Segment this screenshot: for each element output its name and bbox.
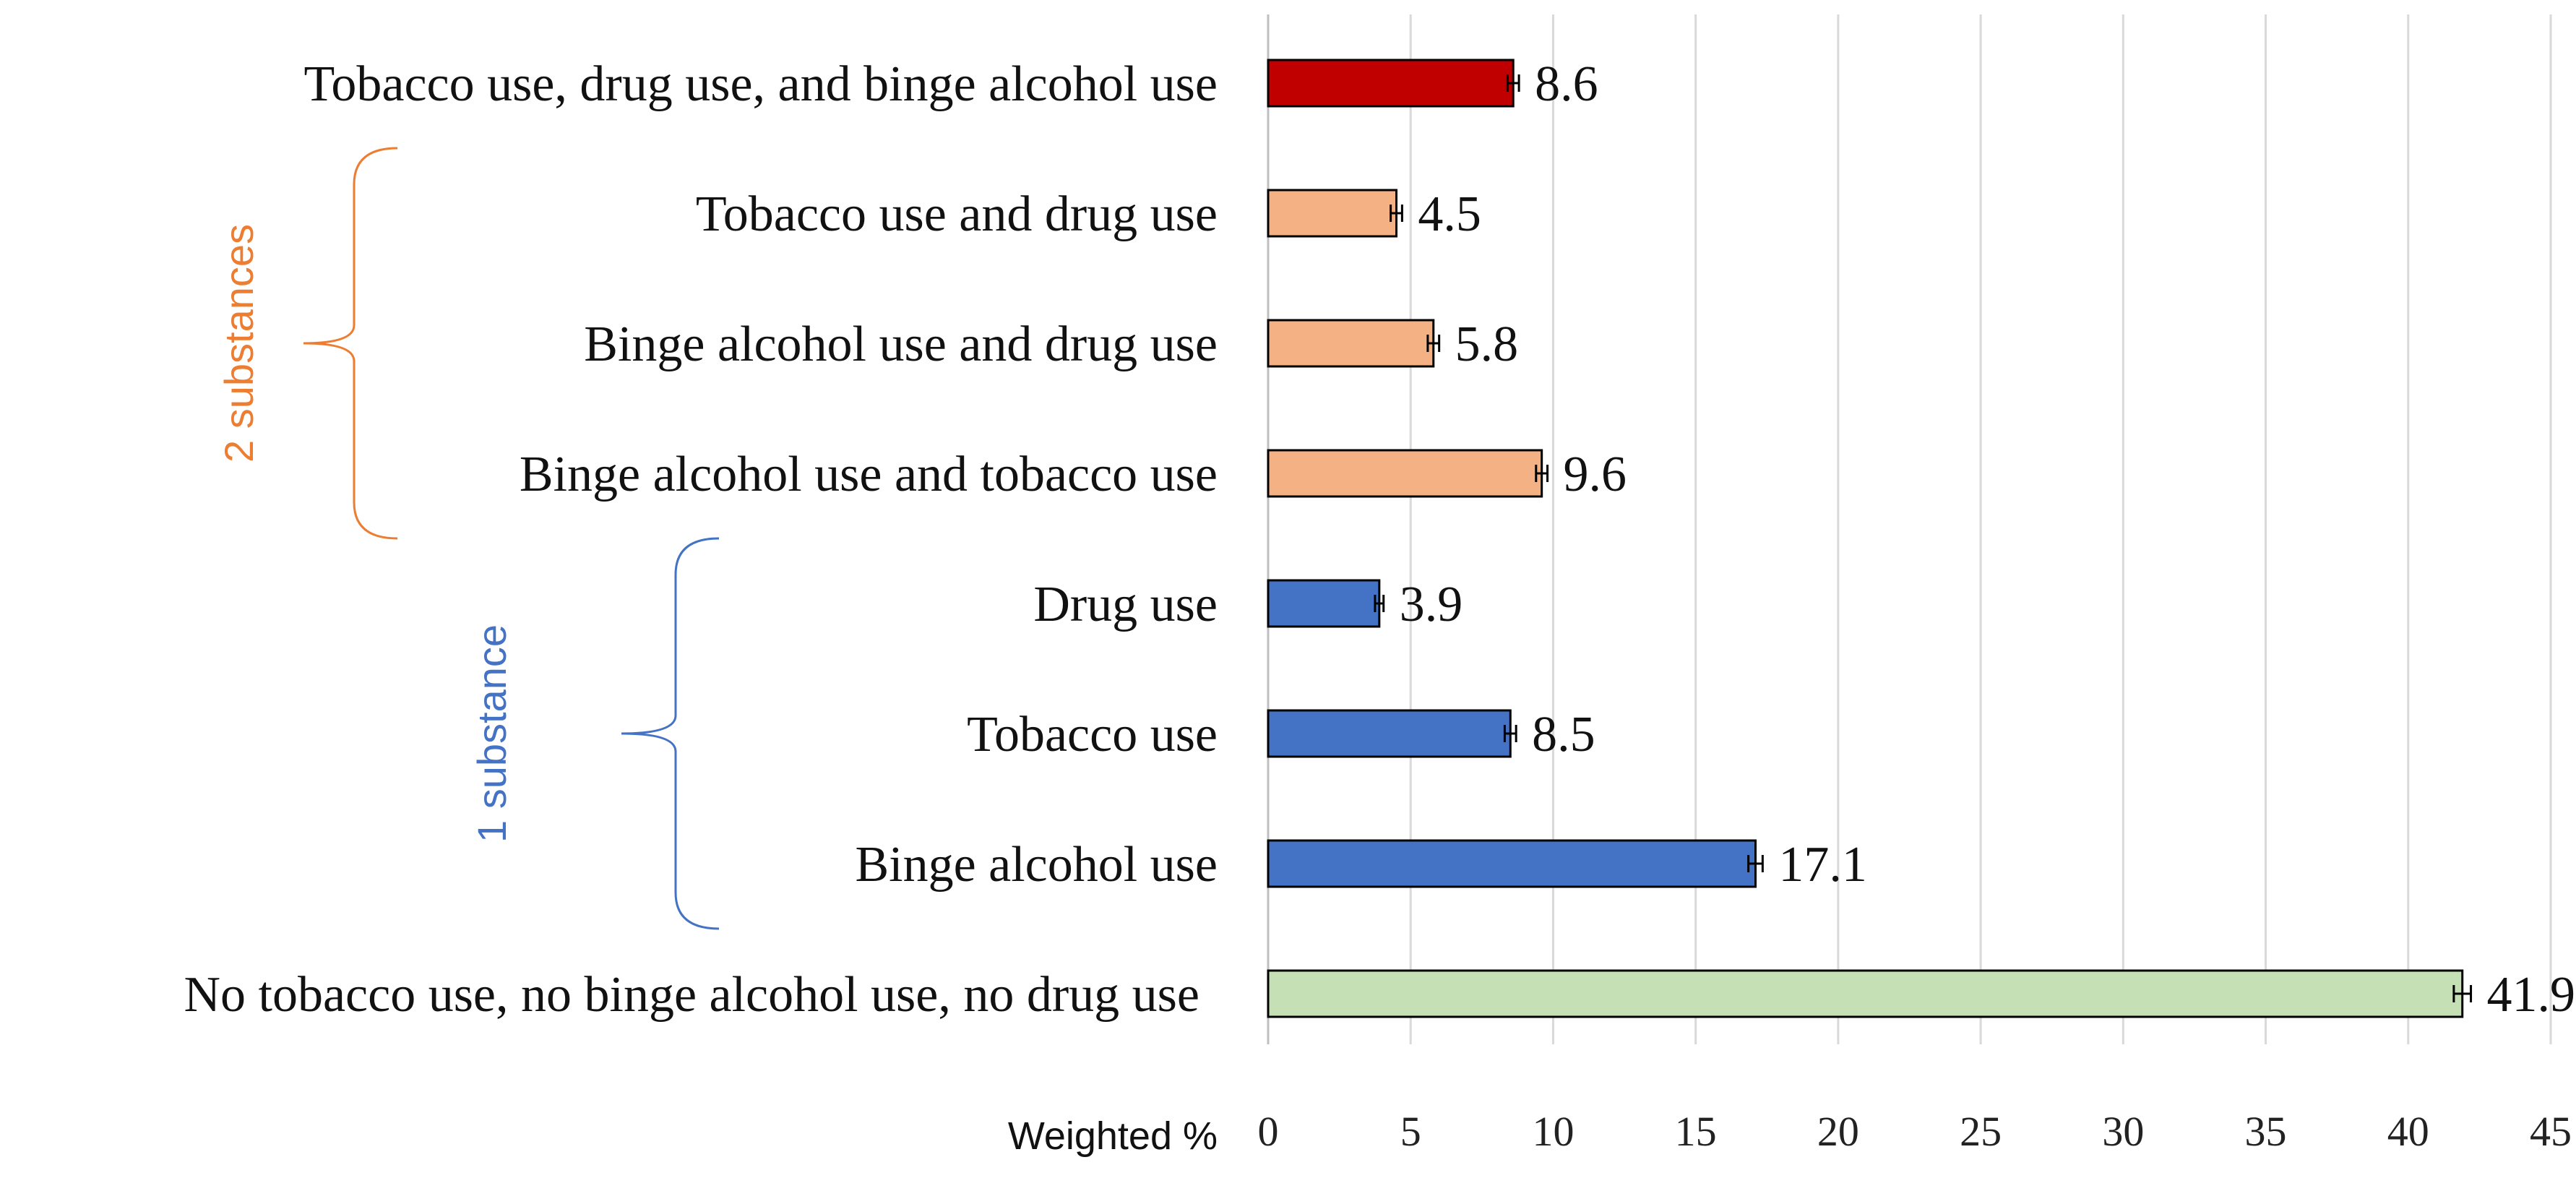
category-label: Binge alcohol use and tobacco use <box>520 447 1218 502</box>
bar <box>1267 969 2464 1018</box>
data-label: 8.5 <box>1532 707 1595 762</box>
group-brackets: 2 substances 1 substance <box>216 147 720 930</box>
data-label: 5.8 <box>1455 317 1518 372</box>
data-label: 4.5 <box>1418 186 1481 242</box>
bar <box>1267 319 1435 368</box>
x-tick-label: 0 <box>1258 1108 1279 1155</box>
data-label: 9.6 <box>1564 447 1627 502</box>
group-label: 2 substances <box>216 224 262 463</box>
bar <box>1267 709 1512 758</box>
data-label: 3.9 <box>1400 577 1463 632</box>
bar <box>1267 189 1397 238</box>
x-axis-ticks: 0 5 10 15 20 25 30 35 40 45 <box>1258 1108 2572 1155</box>
group-bracket <box>303 147 398 540</box>
data-label: 8.6 <box>1535 56 1598 112</box>
x-tick-label: 30 <box>2102 1108 2144 1155</box>
x-tick-label: 20 <box>1817 1108 1859 1155</box>
group-bracket <box>621 537 720 930</box>
bar <box>1267 579 1381 628</box>
category-label: Binge alcohol use and drug use <box>584 317 1218 372</box>
x-tick-label: 5 <box>1400 1108 1421 1155</box>
category-labels: Tobacco use, drug use, and binge alcohol… <box>184 56 1218 1023</box>
x-tick-label: 40 <box>2387 1108 2429 1155</box>
x-tick-label: 35 <box>2245 1108 2287 1155</box>
bar <box>1267 59 1515 108</box>
bar <box>1267 449 1543 498</box>
bar <box>1267 839 1757 888</box>
gridlines <box>1267 14 2552 1044</box>
x-axis-title: Weighted % <box>1008 1114 1218 1158</box>
category-label: Tobacco use <box>967 707 1218 762</box>
category-label: Binge alcohol use <box>855 837 1218 893</box>
category-label: Tobacco use and drug use <box>696 186 1218 242</box>
x-tick-label: 15 <box>1675 1108 1717 1155</box>
bars <box>1267 59 2473 1018</box>
category-label: Tobacco use, drug use, and binge alcohol… <box>304 56 1218 112</box>
x-tick-label: 45 <box>2530 1108 2572 1155</box>
group-label: 1 substance <box>469 624 514 843</box>
category-label: No tobacco use, no binge alcohol use, no… <box>184 967 1199 1023</box>
x-tick-label: 25 <box>1960 1108 2002 1155</box>
data-label: 41.9 <box>2487 967 2576 1023</box>
category-label: Drug use <box>1033 577 1218 632</box>
value-labels: 8.6 4.5 5.8 9.6 3.9 8.5 17.1 41.9 <box>1400 56 2575 1023</box>
x-tick-label: 10 <box>1532 1108 1574 1155</box>
data-label: 17.1 <box>1778 837 1867 893</box>
